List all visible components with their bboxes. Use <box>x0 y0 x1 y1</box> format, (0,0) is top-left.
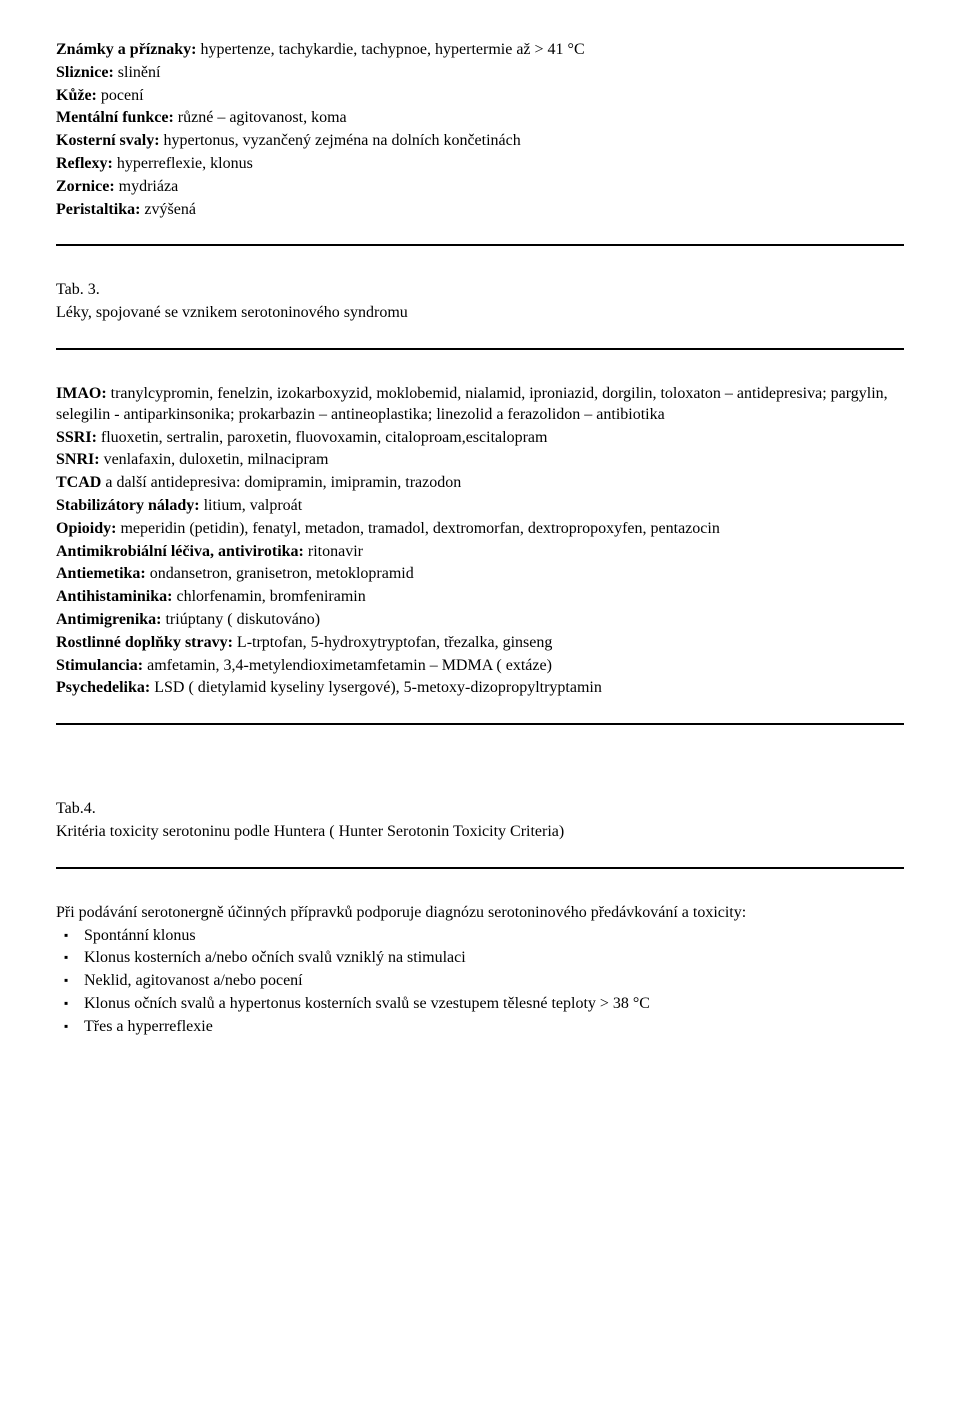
line-stabilizatory: Stabilizátory nálady: litium, valproát <box>56 496 904 517</box>
list-item: Třes a hyperreflexie <box>84 1017 904 1040</box>
criteria-list: Spontánní klonus Klonus kosterních a/neb… <box>56 926 904 1040</box>
line-sliznice: Sliznice: slinění <box>56 63 904 84</box>
tab3-subheading: Léky, spojované se vznikem serotoninovéh… <box>56 303 904 324</box>
text: mydriáza <box>115 178 179 195</box>
line-peristaltika: Peristaltika: zvýšená <box>56 200 904 221</box>
line-rostlinne: Rostlinné doplňky stravy: L-trptofan, 5-… <box>56 633 904 654</box>
text: fluoxetin, sertralin, paroxetin, fluovox… <box>97 429 548 446</box>
label: IMAO: <box>56 385 107 402</box>
text: LSD ( dietylamid kyseliny lysergové), 5-… <box>150 679 602 696</box>
divider <box>56 867 904 869</box>
label: Antihistaminika: <box>56 588 172 605</box>
line-kuze: Kůže: pocení <box>56 86 904 107</box>
line-mentalni: Mentální funkce: různé – agitovanost, ko… <box>56 108 904 129</box>
text: litium, valproát <box>200 497 303 514</box>
line-antiemetika: Antiemetika: ondansetron, granisetron, m… <box>56 564 904 585</box>
line-stimulancia: Stimulancia: amfetamin, 3,4-metylendioxi… <box>56 656 904 677</box>
text: amfetamin, 3,4-metylendioximetamfetamin … <box>143 657 552 674</box>
divider <box>56 348 904 350</box>
text: triúptany ( diskutováno) <box>161 611 320 628</box>
text: ritonavir <box>304 543 363 560</box>
line-zornice: Zornice: mydriáza <box>56 177 904 198</box>
text: hypertenze, tachykardie, tachypnoe, hype… <box>196 41 584 58</box>
text: hypertonus, vyzančený zejména na dolních… <box>160 132 521 149</box>
label: Opioidy: <box>56 520 116 537</box>
label: Rostlinné doplňky stravy: <box>56 634 233 651</box>
text: pocení <box>97 87 144 104</box>
label: SNRI: <box>56 451 100 468</box>
line-imao: IMAO: tranylcypromin, fenelzin, izokarbo… <box>56 384 904 426</box>
label: Stimulancia: <box>56 657 143 674</box>
label: Známky a příznaky: <box>56 41 196 58</box>
label: Kosterní svaly: <box>56 132 160 149</box>
line-znamky: Známky a příznaky: hypertenze, tachykard… <box>56 40 904 61</box>
label: Reflexy: <box>56 155 113 172</box>
label: Mentální funkce: <box>56 109 174 126</box>
signs-symptoms-block: Známky a příznaky: hypertenze, tachykard… <box>56 40 904 220</box>
text: hyperreflexie, klonus <box>113 155 253 172</box>
text: tranylcypromin, fenelzin, izokarboxyzid,… <box>56 385 888 423</box>
line-psychedelika: Psychedelika: LSD ( dietylamid kyseliny … <box>56 678 904 699</box>
drugs-block: IMAO: tranylcypromin, fenelzin, izokarbo… <box>56 384 904 699</box>
text: chlorfenamin, bromfeniramin <box>172 588 365 605</box>
text: meperidin (petidin), fenatyl, metadon, t… <box>116 520 719 537</box>
text: ondansetron, granisetron, metoklopramid <box>146 565 414 582</box>
label: Psychedelika: <box>56 679 150 696</box>
label: Stabilizátory nálady: <box>56 497 200 514</box>
line-reflexy: Reflexy: hyperreflexie, klonus <box>56 154 904 175</box>
text: zvýšená <box>140 201 196 218</box>
line-tcad: TCAD a další antidepresiva: domipramin, … <box>56 473 904 494</box>
line-kosterni: Kosterní svaly: hypertonus, vyzančený ze… <box>56 131 904 152</box>
line-ssri: SSRI: fluoxetin, sertralin, paroxetin, f… <box>56 428 904 449</box>
list-item: Klonus očních svalů a hypertonus kostern… <box>84 994 904 1017</box>
label: Zornice: <box>56 178 115 195</box>
divider <box>56 723 904 725</box>
tab4-subheading: Kritéria toxicity serotoninu podle Hunte… <box>56 822 904 843</box>
label: Antimigrenika: <box>56 611 161 628</box>
label: TCAD <box>56 474 101 491</box>
list-item: Klonus kosterních a/nebo očních svalů vz… <box>84 948 904 971</box>
line-snri: SNRI: venlafaxin, duloxetin, milnacipram <box>56 450 904 471</box>
line-antimigrenika: Antimigrenika: triúptany ( diskutováno) <box>56 610 904 631</box>
label: Sliznice: <box>56 64 114 81</box>
tab3-heading: Tab. 3. <box>56 280 904 301</box>
text: a další antidepresiva: domipramin, imipr… <box>101 474 461 491</box>
tab4-heading: Tab.4. <box>56 799 904 820</box>
line-antimikrobialni: Antimikrobiální léčiva, antivirotika: ri… <box>56 542 904 563</box>
label: Peristaltika: <box>56 201 140 218</box>
line-antihistaminika: Antihistaminika: chlorfenamin, bromfenir… <box>56 587 904 608</box>
label: Kůže: <box>56 87 97 104</box>
text: různé – agitovanost, koma <box>174 109 347 126</box>
label: Antiemetika: <box>56 565 146 582</box>
line-opioidy: Opioidy: meperidin (petidin), fenatyl, m… <box>56 519 904 540</box>
text: L-trptofan, 5-hydroxytryptofan, třezalka… <box>233 634 552 651</box>
list-item: Neklid, agitovanost a/nebo pocení <box>84 971 904 994</box>
list-item: Spontánní klonus <box>84 926 904 949</box>
divider <box>56 244 904 246</box>
text: venlafaxin, duloxetin, milnacipram <box>100 451 329 468</box>
label: Antimikrobiální léčiva, antivirotika: <box>56 543 304 560</box>
text: slinění <box>114 64 161 81</box>
label: SSRI: <box>56 429 97 446</box>
criteria-intro: Při podávání serotonergně účinných přípr… <box>56 903 904 924</box>
